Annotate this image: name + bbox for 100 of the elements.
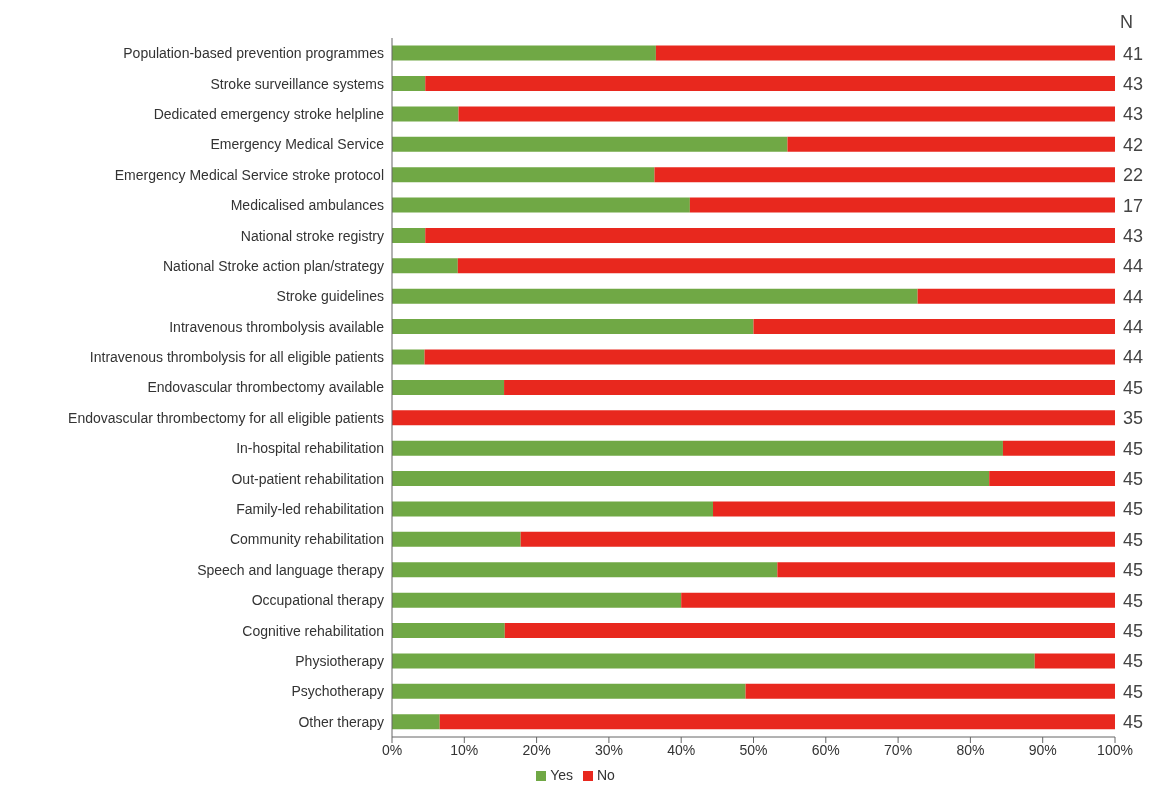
y-tick-label: Endovascular thrombectomy available [147, 379, 385, 396]
text: N [1120, 12, 1133, 33]
bar [392, 197, 690, 213]
text: 45 [1123, 560, 1144, 581]
text: 44 [1123, 347, 1144, 368]
x-tick-label: 40% [667, 741, 696, 758]
bar [392, 319, 754, 335]
bar [654, 167, 1115, 183]
y-tick-label: National stroke registry [240, 227, 384, 244]
bar [392, 683, 746, 699]
bar [424, 349, 1115, 365]
legend-label: No [596, 767, 615, 783]
y-tick-label: Other therapy [298, 713, 384, 730]
y-tick-label: Physiotherapy [295, 652, 384, 669]
y-tick-label: Cognitive rehabilitation [242, 622, 384, 639]
y-tick-label: Community rehabilitation [229, 531, 384, 548]
y-tick-label: Psychotherapy [291, 683, 384, 700]
text: 45 [1123, 590, 1144, 611]
bar [425, 75, 1115, 91]
y-tick-label: Intravenous thrombolysis for all eligible patients [89, 349, 384, 366]
x-tick-label: 30% [594, 741, 623, 758]
y-tick-label: Emergency Medical Service [210, 136, 385, 153]
bar [392, 714, 440, 730]
bar [1002, 440, 1115, 456]
text: 45 [1123, 712, 1144, 733]
text: 45 [1123, 681, 1144, 702]
x-tick-label: 10% [450, 741, 479, 758]
bar [458, 106, 1115, 122]
bar [392, 258, 458, 274]
y-tick-label: Family-led rehabilitation [236, 501, 384, 518]
bar [392, 592, 682, 608]
bar [392, 227, 426, 243]
bar [520, 531, 1115, 547]
text: 43 [1123, 73, 1144, 94]
bar [504, 379, 1115, 395]
bar [392, 288, 918, 304]
text: 45 [1123, 651, 1144, 672]
bar [681, 592, 1115, 608]
text: 45 [1123, 499, 1144, 520]
x-tick-label: 90% [1028, 741, 1057, 758]
bar [392, 562, 778, 578]
bar [392, 623, 505, 639]
text: 43 [1123, 225, 1144, 246]
text: 45 [1123, 621, 1144, 642]
x-tick-label: 70% [884, 741, 913, 758]
y-tick-label: Population-based prevention programmes [123, 45, 384, 62]
bar [392, 75, 426, 91]
y-tick-label: Stroke surveillance systems [210, 75, 384, 92]
text: 17 [1123, 195, 1144, 216]
bar [392, 531, 521, 547]
bar [1034, 653, 1115, 669]
x-tick-label: 20% [522, 741, 551, 758]
y-tick-label: Emergency Medical Service stroke protocol [114, 166, 384, 183]
y-tick-label: Intravenous thrombolysis available [169, 318, 385, 335]
bar [917, 288, 1115, 304]
x-tick-label: 60% [811, 741, 840, 758]
bar [392, 471, 990, 487]
bar [392, 106, 459, 122]
bar [753, 319, 1115, 335]
text: 44 [1123, 286, 1144, 307]
bar [392, 136, 788, 152]
bar [392, 653, 1035, 669]
bar [457, 258, 1115, 274]
bar [713, 501, 1115, 517]
bar [745, 683, 1115, 699]
bar [504, 623, 1115, 639]
text: 41 [1123, 43, 1144, 64]
text: 44 [1123, 256, 1144, 277]
text: 44 [1123, 317, 1144, 338]
y-tick-label: Speech and language therapy [197, 561, 384, 578]
bar [392, 440, 1003, 456]
text: 43 [1123, 104, 1144, 125]
text: 45 [1123, 377, 1144, 398]
bar [989, 471, 1115, 487]
text: 42 [1123, 134, 1144, 155]
bar [392, 45, 656, 61]
x-tick-label: 100% [1097, 741, 1133, 758]
y-tick-label: Dedicated emergency stroke helpline [153, 105, 385, 122]
bar [392, 379, 505, 395]
y-tick-label: Stroke guidelines [276, 288, 384, 305]
text: 35 [1123, 408, 1144, 429]
bar [439, 714, 1115, 730]
y-tick-label: Occupational therapy [251, 592, 384, 609]
bar [689, 197, 1115, 213]
bar [392, 501, 714, 517]
legend-label: Yes [550, 767, 573, 783]
y-tick-label: National Stroke action plan/strategy [162, 257, 384, 274]
x-tick-label: 80% [956, 741, 985, 758]
text: 45 [1123, 529, 1144, 550]
bar [392, 410, 1115, 426]
x-tick-label: 50% [739, 741, 768, 758]
bar [655, 45, 1115, 61]
y-tick-label: Out-patient rehabilitation [231, 470, 384, 487]
bar [777, 562, 1115, 578]
bar [425, 227, 1115, 243]
text: 45 [1123, 438, 1144, 459]
bar [787, 136, 1115, 152]
y-tick-label: Endovascular thrombectomy for all eligible patients [68, 409, 384, 426]
bar [392, 167, 655, 183]
x-tick-label: 0% [381, 741, 403, 758]
